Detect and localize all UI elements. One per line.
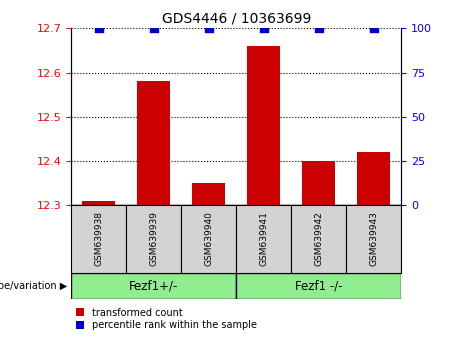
Point	[370, 25, 377, 31]
Bar	[71, 205, 126, 273]
Bar	[181, 205, 236, 273]
Text: GSM639942: GSM639942	[314, 212, 323, 266]
Text: Fezf1+/-: Fezf1+/-	[129, 279, 178, 292]
Bar	[137, 81, 171, 205]
Text: GSM639943: GSM639943	[369, 211, 378, 267]
Bar	[71, 273, 236, 299]
Text: GSM639938: GSM639938	[95, 211, 103, 267]
Text: GSM639941: GSM639941	[259, 211, 268, 267]
Text: genotype/variation ▶: genotype/variation ▶	[0, 281, 67, 291]
Point	[260, 25, 267, 31]
Bar	[236, 205, 291, 273]
Bar	[83, 201, 115, 205]
Text: GSM639939: GSM639939	[149, 211, 159, 267]
Title: GDS4446 / 10363699: GDS4446 / 10363699	[161, 12, 311, 26]
Point	[205, 25, 213, 31]
Text: GSM639940: GSM639940	[204, 211, 213, 267]
Point	[150, 25, 158, 31]
Bar	[126, 205, 181, 273]
Point	[315, 25, 322, 31]
Bar	[247, 46, 280, 205]
Bar	[291, 205, 346, 273]
Bar	[357, 152, 390, 205]
Legend: transformed count, percentile rank within the sample: transformed count, percentile rank withi…	[77, 308, 257, 330]
Bar	[192, 183, 225, 205]
Point	[95, 25, 103, 31]
Bar	[302, 161, 335, 205]
Bar	[346, 205, 401, 273]
Bar	[236, 273, 401, 299]
Text: Fezf1 -/-: Fezf1 -/-	[295, 279, 343, 292]
